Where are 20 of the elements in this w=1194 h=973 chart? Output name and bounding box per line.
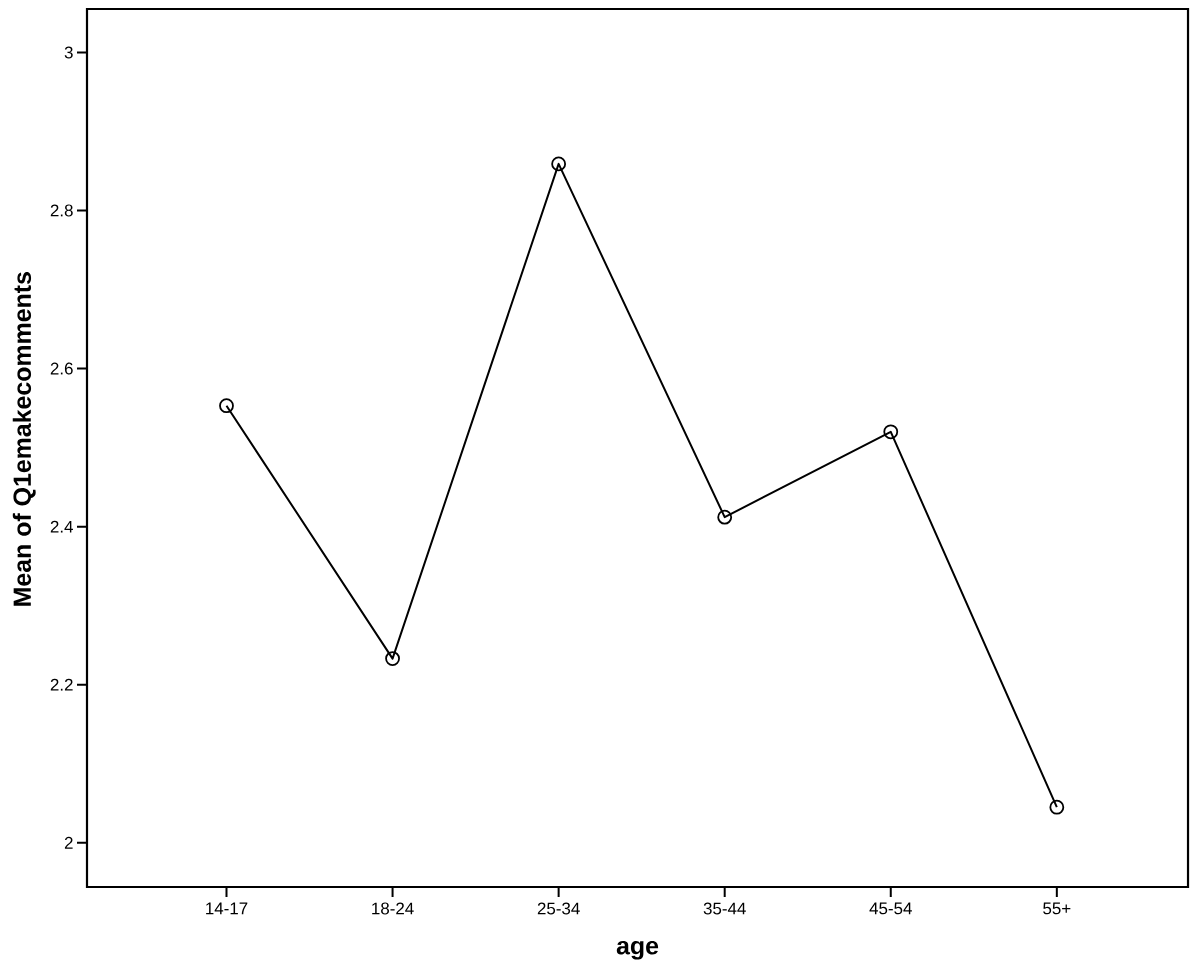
point [1049,799,1065,815]
x-tick-label: 35-44 [703,902,746,915]
x-tick-label: 18-24 [372,902,414,915]
y-tick-label: 3 [64,46,73,59]
y-tick-label: 2.6 [50,362,73,375]
y-tick-label: 2 [64,836,73,849]
y-tick-label: 2.8 [50,204,73,217]
y-tick-label: 2.2 [50,678,73,691]
point [551,156,567,172]
point [219,398,234,414]
x-tick-label: 45-54 [869,902,912,915]
x-tick-label: 14-17 [206,902,248,915]
point [883,424,899,440]
point [385,651,400,667]
point [717,509,733,525]
x-tick-label: 25-34 [537,902,580,915]
x-axis-title: age [616,940,659,960]
y-tick-label: 2.4 [50,520,73,533]
x-tick-label: 55+ [1043,902,1071,915]
y-axis-title: Mean of Q1emakecomments [12,272,36,606]
